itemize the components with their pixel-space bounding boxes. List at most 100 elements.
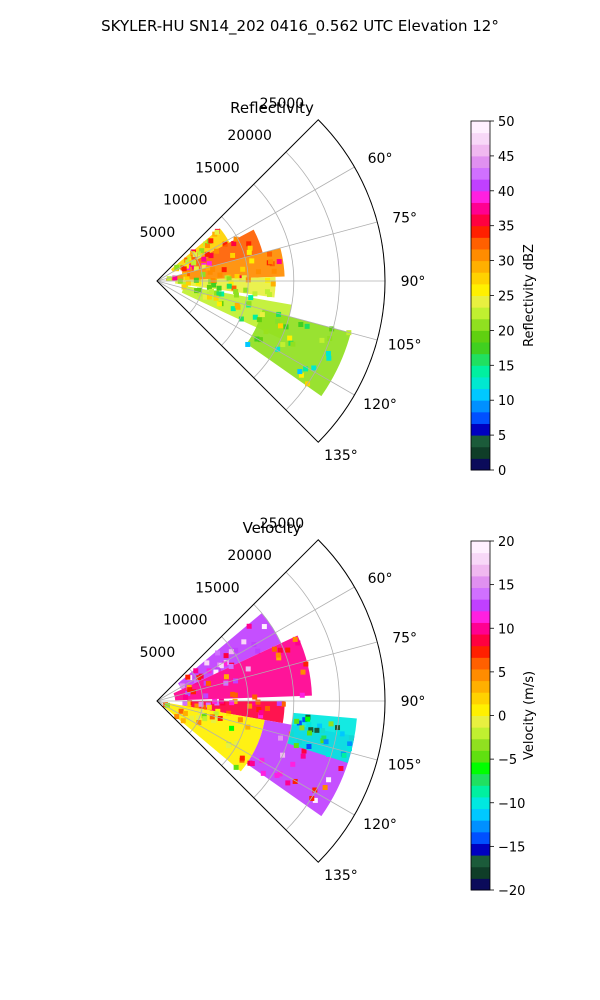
data-speckle xyxy=(237,717,243,723)
colorbar-tick-label: 10 xyxy=(498,622,515,637)
data-speckle xyxy=(199,248,205,254)
colorbar-tick-label: 5 xyxy=(498,429,506,444)
data-speckle xyxy=(341,752,347,758)
data-speckle xyxy=(223,680,229,686)
colorbar-tick-label: 0 xyxy=(498,464,506,479)
data-speckle xyxy=(206,284,212,290)
data-speckle xyxy=(314,727,320,733)
colorbar-tick-label: 20 xyxy=(498,535,515,550)
data-speckle xyxy=(201,704,207,710)
data-speckle xyxy=(185,701,191,707)
data-speckle xyxy=(189,715,195,721)
colorbar-swatch xyxy=(471,342,490,355)
data-speckle xyxy=(251,700,257,706)
data-speckle xyxy=(191,260,197,266)
data-speckle xyxy=(211,282,217,288)
colorbar-swatch xyxy=(471,214,490,227)
data-layer xyxy=(162,613,357,817)
data-cell xyxy=(165,247,285,281)
data-speckle xyxy=(298,322,304,328)
data-cell xyxy=(246,309,351,397)
data-speckle xyxy=(181,284,187,290)
data-speckle xyxy=(185,259,191,265)
colorbar-swatch xyxy=(471,446,490,459)
data-speckle xyxy=(205,265,211,271)
data-speckle xyxy=(308,727,314,733)
data-speckle xyxy=(182,710,188,716)
colorbar-swatch xyxy=(471,657,490,670)
colorbar-swatch xyxy=(471,248,490,262)
colorbar-tick-label: 10 xyxy=(498,394,515,409)
data-speckle xyxy=(249,258,255,264)
data-speckle xyxy=(192,252,198,258)
data-speckle xyxy=(184,276,190,282)
data-speckle xyxy=(277,771,283,777)
data-speckle xyxy=(300,753,306,759)
data-speckle xyxy=(328,721,334,727)
data-speckle xyxy=(228,663,234,669)
data-speckle xyxy=(230,691,236,697)
data-speckle xyxy=(187,687,193,693)
data-speckle xyxy=(306,722,312,728)
colorbar-tick-label: −20 xyxy=(498,884,525,899)
data-speckle xyxy=(213,711,219,717)
data-speckle xyxy=(256,706,262,712)
data-speckle xyxy=(274,772,280,778)
data-speckle xyxy=(258,710,264,716)
colorbar-swatch xyxy=(471,283,490,296)
chart-title: Velocity xyxy=(243,519,302,537)
colorbar-swatch xyxy=(471,738,490,751)
colorbar-label: Velocity (m/s) xyxy=(522,671,537,760)
azimuth-gridline xyxy=(156,166,355,282)
colorbar-tick-label: −5 xyxy=(498,753,517,768)
data-speckle xyxy=(190,250,196,256)
colorbar-swatch xyxy=(471,843,490,856)
data-speckle xyxy=(198,701,204,707)
data-speckle xyxy=(259,312,265,318)
data-speckle xyxy=(233,236,239,242)
data-speckle xyxy=(232,692,238,698)
data-speckle xyxy=(195,280,201,286)
colorbar-swatch xyxy=(471,167,490,180)
data-speckle xyxy=(190,689,196,695)
data-speckle xyxy=(306,730,312,736)
data-speckle xyxy=(234,274,240,280)
data-speckle xyxy=(230,306,236,312)
data-speckle xyxy=(265,706,271,712)
data-speckle xyxy=(245,724,251,730)
colorbar-swatch xyxy=(471,155,490,169)
data-speckle xyxy=(233,764,239,770)
colorbar-swatch xyxy=(471,318,490,331)
data-speckle xyxy=(252,314,258,320)
data-speckle xyxy=(295,640,301,646)
data-speckle xyxy=(205,243,211,249)
data-speckle xyxy=(233,289,239,295)
colorbar-swatch xyxy=(471,388,490,401)
data-speckle xyxy=(238,275,244,281)
azimuth-gridline xyxy=(156,280,378,341)
data-speckle xyxy=(294,718,300,724)
data-speckle xyxy=(309,795,315,801)
polar-frame xyxy=(156,119,386,443)
data-speckle xyxy=(205,680,211,686)
data-speckle xyxy=(304,323,310,329)
data-speckle xyxy=(195,714,201,720)
data-speckle xyxy=(202,294,208,300)
colorbar-swatch xyxy=(471,190,490,203)
data-speckle xyxy=(231,241,237,247)
colorbar-tick-label: 50 xyxy=(498,115,515,130)
colorbar-swatch xyxy=(471,668,490,682)
data-speckle xyxy=(233,292,239,298)
data-speckle xyxy=(249,761,255,767)
data-speckle xyxy=(215,708,221,714)
azimuth-gridline xyxy=(156,700,355,816)
data-speckle xyxy=(204,251,210,257)
data-speckle xyxy=(182,271,188,277)
data-speckle xyxy=(268,259,274,265)
data-speckle xyxy=(306,744,312,750)
data-speckle xyxy=(246,241,252,247)
colorbar-swatch xyxy=(471,680,490,693)
colorbar-swatch xyxy=(471,202,490,215)
colorbar-swatch xyxy=(471,564,490,577)
